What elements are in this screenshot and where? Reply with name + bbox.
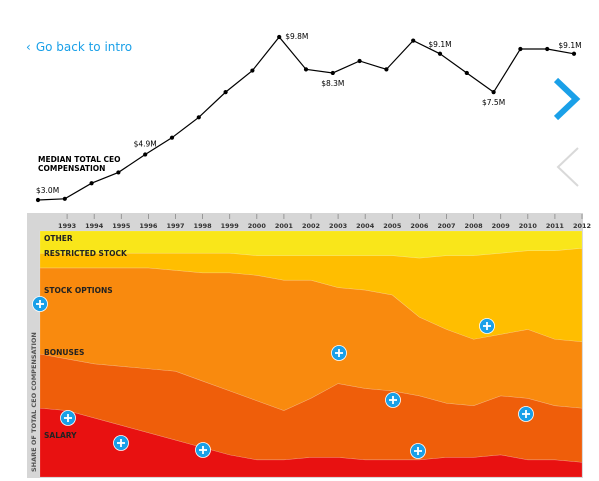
line-data-label-2003: $8.3M <box>321 79 344 88</box>
x-tick-label-1993: 1993 <box>58 222 76 230</box>
line-point-1998 <box>196 115 201 120</box>
plus-icon <box>522 410 530 418</box>
line-chart-title: MEDIAN TOTAL CEO COMPENSATION <box>38 155 123 173</box>
line-point-1992 <box>35 197 41 203</box>
line-point-1994 <box>89 181 94 186</box>
x-tick-label-2008: 2008 <box>465 222 484 230</box>
x-tick-label-1997: 1997 <box>166 222 184 230</box>
line-point-2009 <box>491 90 496 95</box>
expand-plus-button[interactable] <box>113 435 129 451</box>
line-point-1999 <box>223 90 228 95</box>
line-data-label-2001: $9.8M <box>285 32 308 41</box>
x-tick-label-2011: 2011 <box>546 222 565 230</box>
line-point-2006 <box>411 38 416 43</box>
next-button[interactable] <box>548 74 584 124</box>
expand-plus-button[interactable] <box>195 442 211 458</box>
line-point-2010 <box>518 46 523 52</box>
x-tick-label-1995: 1995 <box>112 222 131 230</box>
series-label-other: OTHER <box>44 234 73 243</box>
line-point-2000 <box>250 68 255 73</box>
series-label-salary: SALARY <box>44 431 77 440</box>
line-point-1995 <box>116 170 121 175</box>
expand-plus-button[interactable] <box>410 443 426 459</box>
expand-plus-button[interactable] <box>479 318 495 334</box>
line-point-2003 <box>330 70 335 76</box>
line-point-2011 <box>545 46 550 52</box>
x-tick-label-1999: 1999 <box>221 222 240 230</box>
x-tick-label-2010: 2010 <box>519 222 538 230</box>
line-point-1993 <box>62 196 67 201</box>
line-point-2008 <box>464 70 469 76</box>
line-point-1996 <box>143 152 148 157</box>
line-data-label-2009: $7.5M <box>482 98 505 107</box>
x-tick-label-2012: 2012 <box>573 222 591 230</box>
plus-icon <box>335 349 343 357</box>
back-to-intro-link[interactable]: ‹ Go back to intro <box>26 40 132 54</box>
plus-icon <box>36 300 44 308</box>
x-tick-label-1996: 1996 <box>139 222 158 230</box>
expand-plus-button[interactable] <box>60 410 76 426</box>
expand-plus-button[interactable] <box>32 296 48 312</box>
line-point-2012 <box>571 51 577 56</box>
area-chart-ylabel: SHARE OF TOTAL CEO COMPENSATION <box>30 332 38 472</box>
x-tick-label-1998: 1998 <box>194 222 213 230</box>
previous-button[interactable] <box>550 142 586 192</box>
line-point-1997 <box>169 135 175 140</box>
line-data-label-2012: $9.1M <box>558 41 581 50</box>
x-tick-label-2001: 2001 <box>275 222 294 230</box>
plus-icon <box>199 446 207 454</box>
expand-plus-button[interactable] <box>518 406 534 422</box>
expand-plus-button[interactable] <box>385 392 401 408</box>
series-label-stock-options: STOCK OPTIONS <box>44 286 113 295</box>
chevron-left-icon <box>556 147 579 187</box>
back-to-intro-label: Go back to intro <box>35 40 133 54</box>
x-tick-label-2002: 2002 <box>302 222 320 230</box>
plus-icon <box>64 414 72 422</box>
line-point-2007 <box>437 51 443 56</box>
line-point-2002 <box>303 67 309 72</box>
line-data-label-1996: $4.9M <box>134 139 157 148</box>
x-tick-label-1994: 1994 <box>85 222 104 230</box>
median-compensation-line-chart: $3.0M $4.9M $9.8M $8.3M $9.1M $7.5M $9.1M MEDI… <box>35 32 582 203</box>
chevron-left-small-icon: ‹ <box>26 40 31 54</box>
x-tick-label-2009: 2009 <box>492 222 511 230</box>
x-tick-label-2005: 2005 <box>383 222 402 230</box>
area-series-other <box>39 230 583 259</box>
x-tick-label-2004: 2004 <box>356 222 375 230</box>
series-label-bonuses: BONUSES <box>44 348 84 357</box>
plus-icon <box>414 447 422 455</box>
line-point-2005 <box>384 67 389 72</box>
line-data-label-1992: $3.0M <box>36 186 59 195</box>
x-tick-label-2007: 2007 <box>437 222 455 230</box>
line-point-2004 <box>357 58 362 64</box>
plus-icon <box>117 439 125 447</box>
line-point-2001 <box>277 34 282 40</box>
x-tick-label-2003: 2003 <box>329 222 347 230</box>
plus-icon <box>389 396 397 404</box>
x-tick-label-2006: 2006 <box>410 222 429 230</box>
series-label-restricted-stock: RESTRICTED STOCK <box>44 249 128 258</box>
expand-plus-button[interactable] <box>331 345 347 361</box>
chevron-right-icon <box>553 77 581 121</box>
line-data-label-2007: $9.1M <box>428 40 451 49</box>
x-tick-label-2000: 2000 <box>248 222 267 230</box>
plus-icon <box>483 322 491 330</box>
